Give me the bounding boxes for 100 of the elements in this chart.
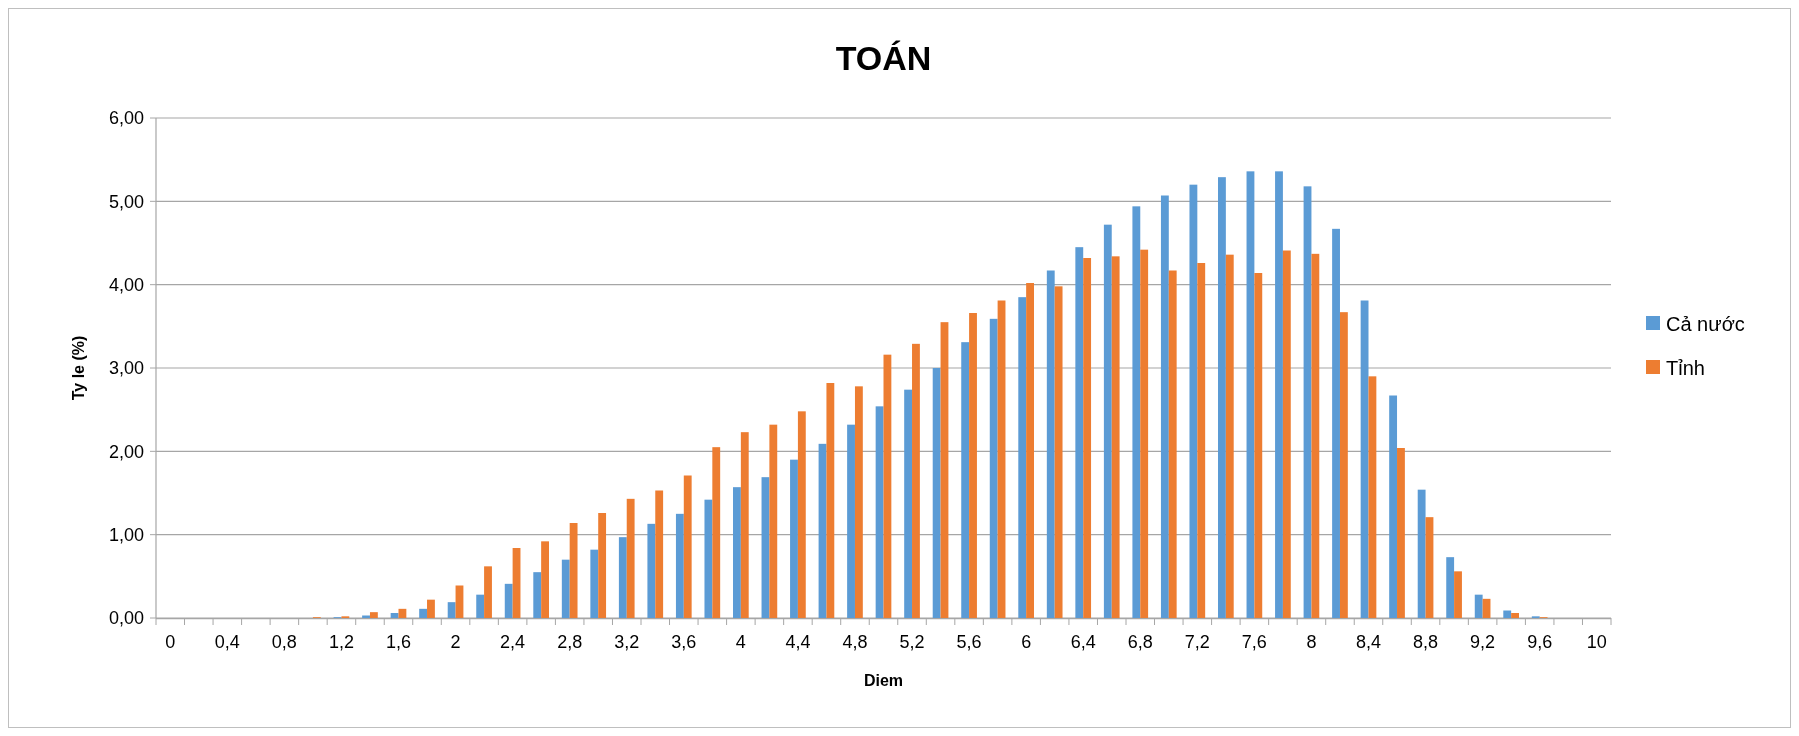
- bar: [1474, 594, 1483, 618]
- x-tick-label: 0,8: [271, 632, 297, 652]
- x-tick-label: 6,8: [1127, 632, 1153, 652]
- bar: [1417, 489, 1426, 618]
- bar: [484, 566, 492, 618]
- x-tick-label: 1,2: [328, 632, 354, 652]
- bar: [1140, 249, 1149, 618]
- x-axis-title: Diem: [863, 672, 904, 689]
- bar: [476, 594, 485, 618]
- bar: [875, 406, 884, 618]
- bar: [1275, 171, 1283, 618]
- bar: [1339, 312, 1348, 618]
- bar: [1160, 195, 1169, 618]
- x-tick-label: 8,8: [1413, 632, 1439, 652]
- bar: [1446, 557, 1455, 618]
- bar: [683, 475, 692, 618]
- x-tick-label: 10: [1586, 632, 1607, 652]
- x-tick-label: 4: [735, 632, 746, 652]
- bar: [590, 549, 599, 618]
- bar: [447, 602, 456, 618]
- bar: [989, 318, 998, 618]
- x-tick-label: 3,2: [614, 632, 640, 652]
- bar: [675, 513, 684, 618]
- x-tick-label: 5,6: [956, 632, 982, 652]
- bar: [598, 513, 607, 618]
- y-tick-label: 4,00: [108, 274, 144, 295]
- chart-title: TOÁN: [835, 39, 932, 77]
- bar: [1511, 613, 1519, 618]
- x-tick-label: 8: [1306, 632, 1317, 652]
- bar: [427, 599, 435, 618]
- x-tick-label: 4,4: [785, 632, 811, 652]
- bar: [1197, 263, 1206, 618]
- legend-label: Tỉnh: [1666, 357, 1705, 379]
- bar: [704, 499, 713, 618]
- bar: [1225, 254, 1234, 618]
- bar: [1389, 395, 1398, 618]
- x-tick-label: 5,2: [899, 632, 925, 652]
- bar: [1332, 228, 1340, 618]
- bar: [1168, 270, 1177, 618]
- x-tick-label: 0: [165, 632, 176, 652]
- y-tick-label: 0,00: [108, 608, 144, 629]
- bar: [369, 612, 378, 618]
- bar: [569, 523, 578, 618]
- bar: [932, 368, 941, 618]
- y-tick-label: 6,00: [108, 108, 144, 129]
- x-tick-label: 2: [450, 632, 461, 652]
- x-tick-label: 3,6: [671, 632, 697, 652]
- bar: [969, 313, 977, 618]
- bar: [1054, 286, 1063, 618]
- bar: [740, 432, 749, 618]
- x-tick-label: 4,8: [842, 632, 868, 652]
- x-tick-label: 1,6: [385, 632, 412, 652]
- y-axis-title: Ty le (%): [70, 335, 87, 401]
- bar: [655, 490, 664, 618]
- bar: [1083, 258, 1092, 618]
- bar: [1075, 247, 1084, 618]
- bar: [1360, 300, 1369, 618]
- x-tick-label: 9,2: [1470, 632, 1496, 652]
- bar: [618, 537, 627, 618]
- x-tick-label: 8,4: [1355, 632, 1382, 652]
- bar: [712, 447, 721, 618]
- bar: [1503, 610, 1512, 618]
- bar: [1254, 273, 1263, 618]
- y-tick-label: 1,00: [108, 524, 144, 545]
- bar: [847, 424, 855, 618]
- bar: [541, 541, 549, 618]
- bar: [1018, 297, 1027, 618]
- x-tick-label: 6: [1021, 632, 1032, 652]
- bar: [904, 389, 913, 618]
- bar: [790, 459, 798, 618]
- x-tick-label: 2,8: [557, 632, 583, 652]
- bar: [1454, 571, 1462, 618]
- y-tick-label: 2,00: [108, 441, 144, 462]
- bar: [1311, 253, 1320, 618]
- legend-label: Cả nước: [1666, 313, 1745, 335]
- y-tick-label: 3,00: [108, 358, 144, 379]
- bar: [912, 343, 920, 618]
- x-tick-label: 6,4: [1070, 632, 1096, 652]
- x-tick-label: 2,4: [500, 632, 526, 652]
- x-tick-label: 9,6: [1527, 632, 1553, 652]
- bar: [390, 613, 399, 618]
- bar: [1132, 206, 1141, 618]
- bar: [1282, 250, 1291, 618]
- bar: [647, 523, 656, 618]
- bar: [1026, 283, 1034, 618]
- bar: [854, 386, 863, 618]
- bar: [504, 583, 513, 618]
- bar: [419, 608, 428, 618]
- bar: [1111, 256, 1120, 618]
- x-tick-label: 7,2: [1184, 632, 1210, 652]
- x-tick-label: 0,4: [214, 632, 240, 652]
- bar: [961, 342, 970, 618]
- bar: [1046, 270, 1055, 618]
- bar: [769, 424, 778, 618]
- bar: [826, 383, 835, 618]
- bar: [1218, 177, 1226, 618]
- bar: [1103, 224, 1112, 618]
- bar: [1397, 448, 1405, 618]
- bar: [733, 487, 741, 618]
- y-tick-label: 5,00: [108, 191, 144, 212]
